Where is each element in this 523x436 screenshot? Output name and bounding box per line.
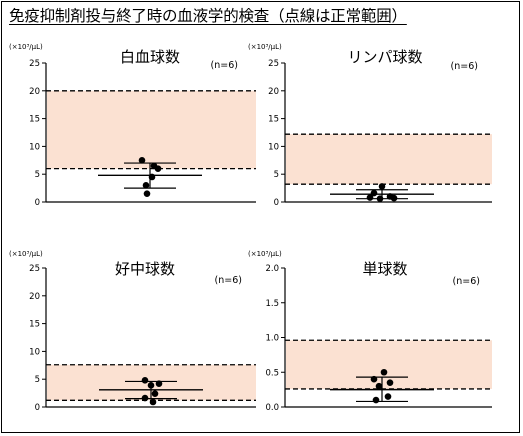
y-tick-label: 10 <box>29 347 40 357</box>
data-point <box>378 183 386 190</box>
chart-panel-1: 0 5 10 15 20 25 (×10³/μL) 白血球数 (n=6) <box>9 43 256 208</box>
panel-title: 単球数 <box>362 260 407 278</box>
n-label: (n=6) <box>451 61 478 72</box>
y-tick-label: 5 <box>35 375 40 385</box>
data-point <box>143 190 151 197</box>
data-point <box>375 382 383 390</box>
y-tick-label: 1.0 <box>265 334 279 344</box>
y-tick-label: 25 <box>29 264 40 274</box>
n-label: (n=6) <box>453 276 480 287</box>
data-point <box>147 382 155 389</box>
y-tick-label: 0.5 <box>265 368 279 378</box>
chart-panel-4: 0.0 0.5 1.0 1.5 2.0 (×10³/μL) 単球数 (n=6) <box>248 250 492 413</box>
data-point <box>151 390 159 397</box>
y-tick-label: 20 <box>29 292 40 302</box>
data-point <box>372 396 380 404</box>
normal-range-band <box>47 90 256 169</box>
data-point <box>380 368 388 376</box>
y-tick-label: 0 <box>274 198 279 208</box>
y-tick-label: 15 <box>29 115 40 125</box>
y-tick-label: 20 <box>29 87 40 97</box>
y-tick-label: 15 <box>29 320 40 330</box>
y-tick-label: 5 <box>35 170 40 180</box>
data-point <box>384 393 392 400</box>
y-tick-label: 0.0 <box>265 403 279 413</box>
page-title: 免疫抑制剤投与終了時の血液学的検査（点線は正常範囲） <box>9 7 407 25</box>
y-tick-label: 20 <box>268 87 279 97</box>
data-point <box>376 195 384 202</box>
data-point <box>366 194 374 201</box>
y-tick-label: 5 <box>274 170 279 180</box>
data-point <box>390 194 398 202</box>
data-point <box>142 182 150 189</box>
data-point <box>386 379 394 386</box>
data-point <box>138 157 146 164</box>
unit-label: (×10³/μL) <box>9 250 43 258</box>
y-tick-label: 2.0 <box>265 264 279 274</box>
unit-label: (×10³/μL) <box>248 43 282 51</box>
data-point <box>148 173 156 181</box>
data-point <box>154 165 162 172</box>
data-point <box>141 377 149 384</box>
panel-title: 好中球数 <box>115 260 175 278</box>
data-point <box>370 189 378 197</box>
y-tick-label: 25 <box>29 59 40 69</box>
y-tick-label: 25 <box>268 59 279 69</box>
y-tick-label: 1.5 <box>265 299 279 309</box>
data-point <box>370 375 378 383</box>
data-point <box>149 398 157 406</box>
chart-panel-2: 0 5 10 15 20 25 (×10³/μL) リンパ球数 (n=6) <box>248 43 492 208</box>
y-tick-label: 10 <box>29 142 40 152</box>
unit-label: (×10³/μL) <box>9 43 43 51</box>
n-label: (n=6) <box>215 275 242 286</box>
y-tick-label: 15 <box>268 115 279 125</box>
normal-range-band <box>286 134 492 185</box>
y-tick-label: 0 <box>35 198 40 208</box>
panel-title: リンパ球数 <box>347 48 422 66</box>
unit-label: (×10³/μL) <box>248 250 282 258</box>
y-tick-label: 10 <box>268 142 279 152</box>
data-point <box>141 394 149 402</box>
panel-title: 白血球数 <box>120 48 180 66</box>
y-tick-label: 0 <box>35 403 40 413</box>
chart-panel-3: 0 5 10 15 20 25 (×10³/μL) 好中球数 (n=6) <box>9 250 256 413</box>
n-label: (n=6) <box>211 60 238 71</box>
data-point <box>155 380 163 387</box>
